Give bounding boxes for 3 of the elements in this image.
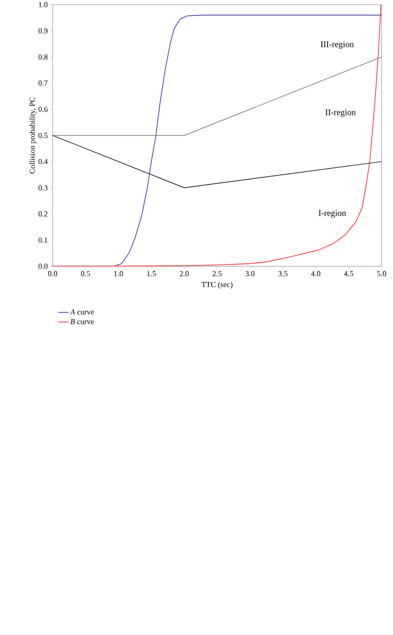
annotation: II-region <box>326 109 356 117</box>
annotation: I-region <box>318 210 346 218</box>
annotation: III-region <box>320 41 354 49</box>
